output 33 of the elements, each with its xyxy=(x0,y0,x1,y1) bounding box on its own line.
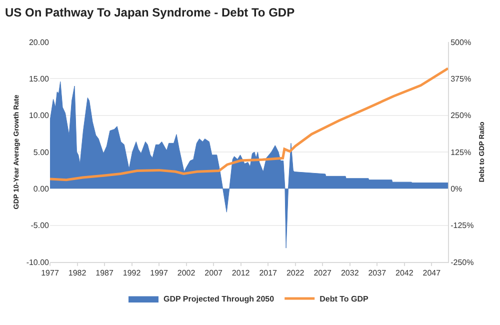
chart-title: US On Pathway To Japan Syndrome - Debt To GDP xyxy=(5,6,295,20)
x-tick-label: 1992 xyxy=(122,268,142,278)
y-tick-label: -10.00 xyxy=(26,258,50,267)
x-tick-label: 2032 xyxy=(340,268,360,278)
x-tick-label: 2022 xyxy=(286,268,305,278)
x-tick-label: 2012 xyxy=(232,268,250,278)
legend-label: Debt To GDP xyxy=(320,294,369,304)
y2-tick-label: 125% xyxy=(450,148,472,157)
legend-label: GDP Projected Through 2050 xyxy=(164,294,275,304)
x-tick-label: 1977 xyxy=(41,268,60,278)
y2-tick-label: 0% xyxy=(450,184,462,194)
y2-tick-label: -250% xyxy=(450,258,474,267)
x-tick-label: 2037 xyxy=(368,268,387,278)
x-tick-label: 2027 xyxy=(314,268,332,278)
y-tick-label: 15.00 xyxy=(28,74,50,84)
x-tick-label: 1987 xyxy=(96,268,114,278)
x-tick-label: 2002 xyxy=(177,268,196,278)
y2-tick-label: -125% xyxy=(450,221,474,230)
y-tick-label: 5.00 xyxy=(33,148,50,157)
x-tick-label: 2047 xyxy=(422,268,442,278)
y2-tick-label: 250% xyxy=(450,111,472,120)
y-tick-label: 20.00 xyxy=(28,38,50,47)
line-series xyxy=(50,67,448,182)
y-tick-label: -5.00 xyxy=(30,221,50,230)
x-tick-label: 1997 xyxy=(150,268,168,278)
x-tick-label: 2042 xyxy=(395,268,414,278)
y2-tick-label: 375% xyxy=(450,74,472,84)
y-tick-label: 0.00 xyxy=(33,184,50,194)
x-tick-label: 1982 xyxy=(68,268,87,278)
x-tick-label: 2017 xyxy=(259,268,278,278)
y2-tick-label: 500% xyxy=(450,38,472,47)
y-tick-label: 10.00 xyxy=(28,111,50,120)
x-tick-label: 2007 xyxy=(204,268,224,278)
